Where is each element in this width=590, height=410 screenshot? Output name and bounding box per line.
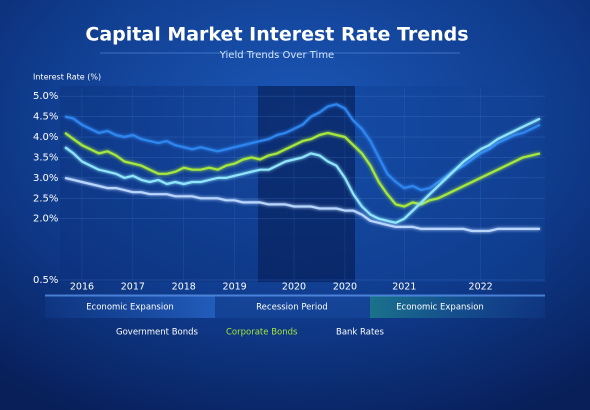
y-tick-label: 3.0% (33, 173, 58, 184)
x-tick-label: 2016 (70, 282, 94, 293)
recession-shade (258, 86, 355, 282)
series-line (64, 117, 541, 224)
chart-title: Capital Market Interest Rate Trends (85, 24, 468, 46)
x-tick-label: 2017 (121, 282, 145, 293)
series-line (64, 131, 541, 208)
period-band (215, 296, 370, 318)
recovery-shade (355, 86, 545, 282)
x-tick-label: 2019 (223, 282, 247, 293)
legend-label: Corporate Bonds (226, 328, 298, 338)
y-tick-label: 4.5% (33, 112, 58, 123)
y-tick-label: 3.5% (33, 152, 58, 163)
y-tick-label: 5.0% (33, 91, 58, 102)
y-axis-label: Interest Rate (%) (33, 73, 101, 82)
y-tick-label: 0.5% (33, 275, 58, 286)
x-tick-label: 2021 (392, 282, 416, 293)
y-tick-label: 2.5% (33, 193, 58, 204)
period-band (370, 296, 545, 318)
x-tick-label: 2018 (172, 282, 196, 293)
x-tick-label: 2022 (469, 282, 493, 293)
legend-label: Bank Rates (336, 328, 385, 338)
y-tick-label: 2.0% (33, 214, 58, 225)
chart-subtitle: Yield Trends Over Time (219, 50, 334, 61)
x-tick-label: 2020 (333, 282, 357, 293)
period-label: Recession Period (256, 303, 328, 313)
series-line (64, 103, 541, 192)
period-label: Economic Expansion (86, 303, 174, 313)
x-tick-label: 2020 (282, 282, 306, 293)
period-label: Economic Expansion (396, 303, 484, 313)
y-tick-label: 4.0% (33, 132, 58, 143)
series-line (64, 176, 540, 233)
period-band (45, 296, 215, 318)
legend-label: Government Bonds (116, 328, 199, 338)
